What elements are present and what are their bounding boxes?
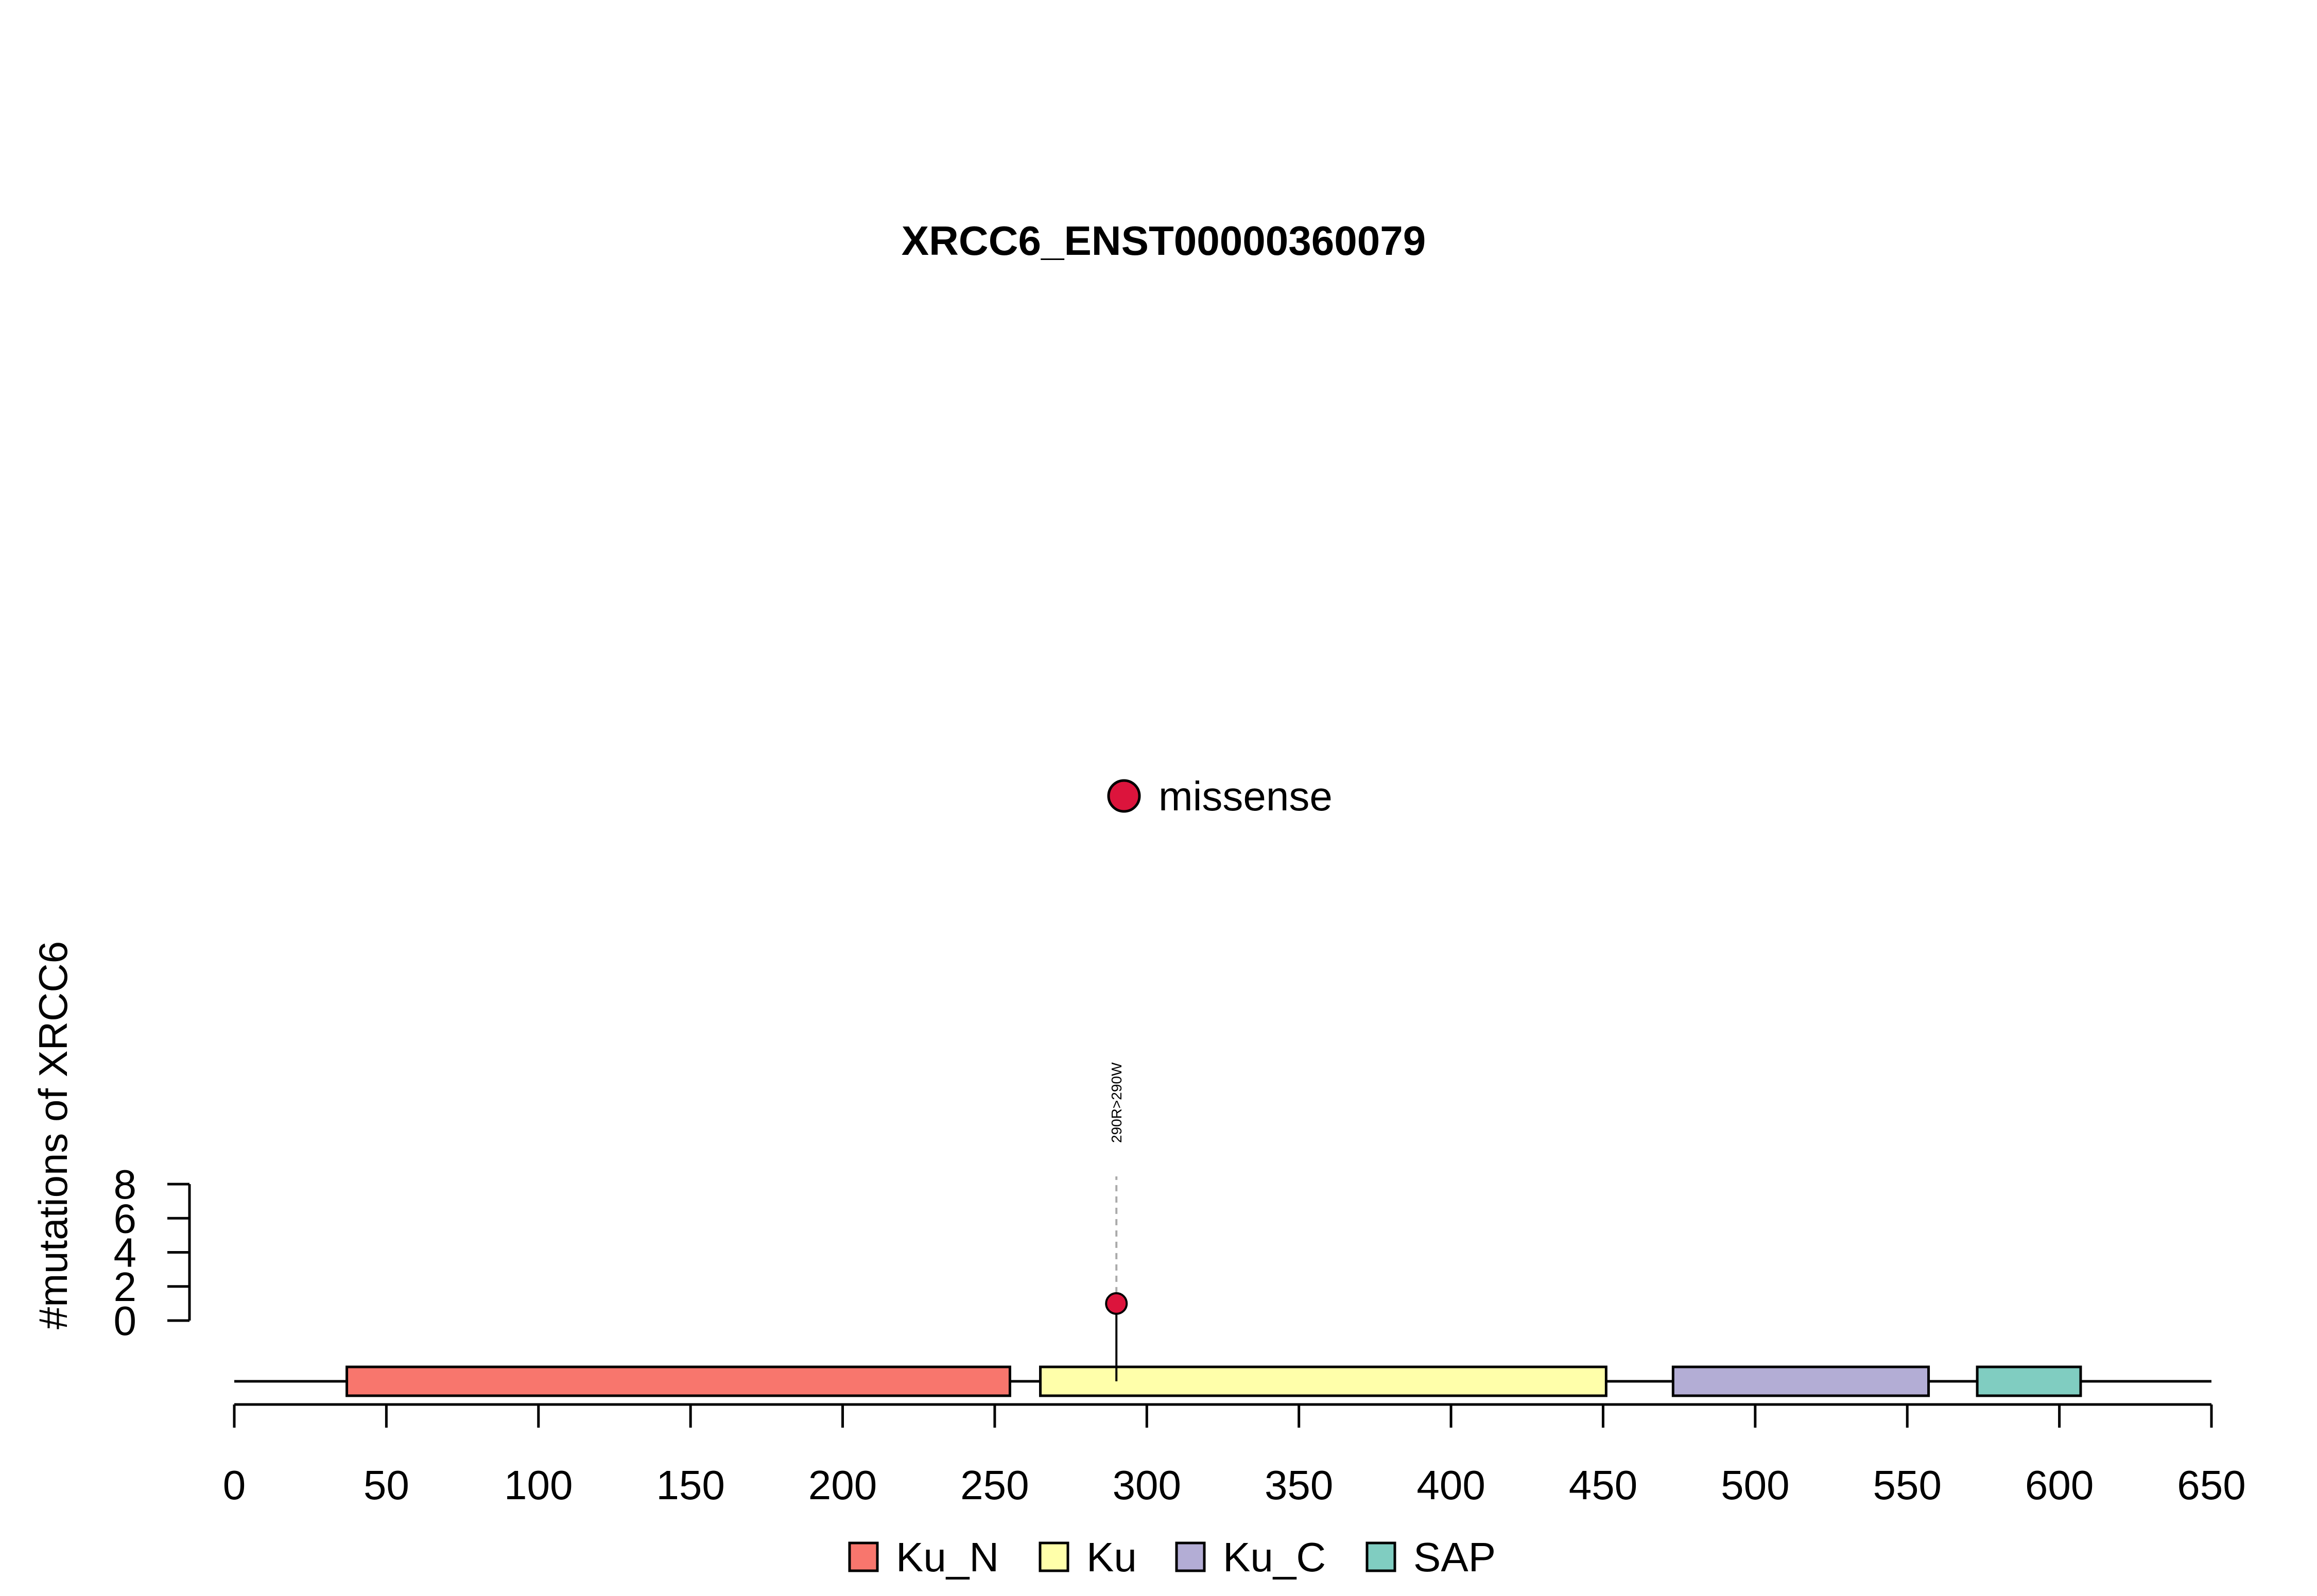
mutation-legend-label: missense	[1158, 773, 1333, 819]
x-tick-label: 300	[1113, 1462, 1181, 1508]
x-axis: 0 50 100 150 200 250 300 350 400 450 500 550 600 650	[223, 1403, 2246, 1508]
domain-legend-label: SAP	[1413, 1534, 1496, 1580]
x-tick-label: 500	[1721, 1462, 1789, 1508]
chart-title: XRCC6_ENST00000360079	[902, 218, 1426, 264]
domain-ku-c	[1671, 1365, 1930, 1397]
y-tick-label: 2	[114, 1264, 137, 1310]
x-tick-label: 400	[1416, 1462, 1485, 1508]
mutation-label: 290R>290W	[1109, 1062, 1125, 1143]
domain-ku-n	[345, 1365, 1011, 1397]
domain-track	[345, 1365, 2082, 1397]
domain-legend-swatch	[1039, 1541, 1069, 1572]
x-tick-label: 100	[504, 1462, 573, 1508]
domain-legend-swatch	[848, 1541, 879, 1572]
y-tick-label: 4	[114, 1230, 137, 1276]
x-tick-label: 450	[1569, 1462, 1637, 1508]
y-tick-label: 6	[114, 1195, 137, 1241]
y-tick-label: 8	[114, 1161, 137, 1207]
mutation-type-legend: missense	[1107, 773, 1333, 819]
x-tick-label: 0	[223, 1462, 246, 1508]
domain-legend-swatch	[1175, 1541, 1206, 1572]
domain-legend-label: Ku_N	[896, 1534, 999, 1580]
x-tick-label: 200	[808, 1462, 877, 1508]
mutation-lollipops: 290R>290W	[1105, 1062, 1128, 1381]
domain-legend-label: Ku_C	[1223, 1534, 1326, 1580]
x-tick-label: 250	[960, 1462, 1029, 1508]
x-tick-label: 650	[2177, 1462, 2245, 1508]
domain-legend-label: Ku	[1086, 1534, 1137, 1580]
x-tick-label: 150	[656, 1462, 724, 1508]
x-tick-label: 600	[2025, 1462, 2094, 1508]
domain-legend-swatch	[1365, 1541, 1396, 1572]
x-tick-label: 50	[364, 1462, 409, 1508]
domain-ku	[1039, 1365, 1607, 1397]
x-tick-label: 550	[1873, 1462, 1941, 1508]
mutation-legend-marker	[1107, 779, 1141, 813]
mutation-marker	[1105, 1292, 1128, 1315]
x-tick-label: 350	[1265, 1462, 1333, 1508]
y-tick-label: 0	[114, 1298, 137, 1344]
y-axis-label: #mutations of XRCC6	[30, 941, 76, 1329]
domain-legend: Ku_N Ku Ku_C SAP	[848, 1534, 1496, 1580]
domain-sap	[1976, 1365, 2082, 1397]
